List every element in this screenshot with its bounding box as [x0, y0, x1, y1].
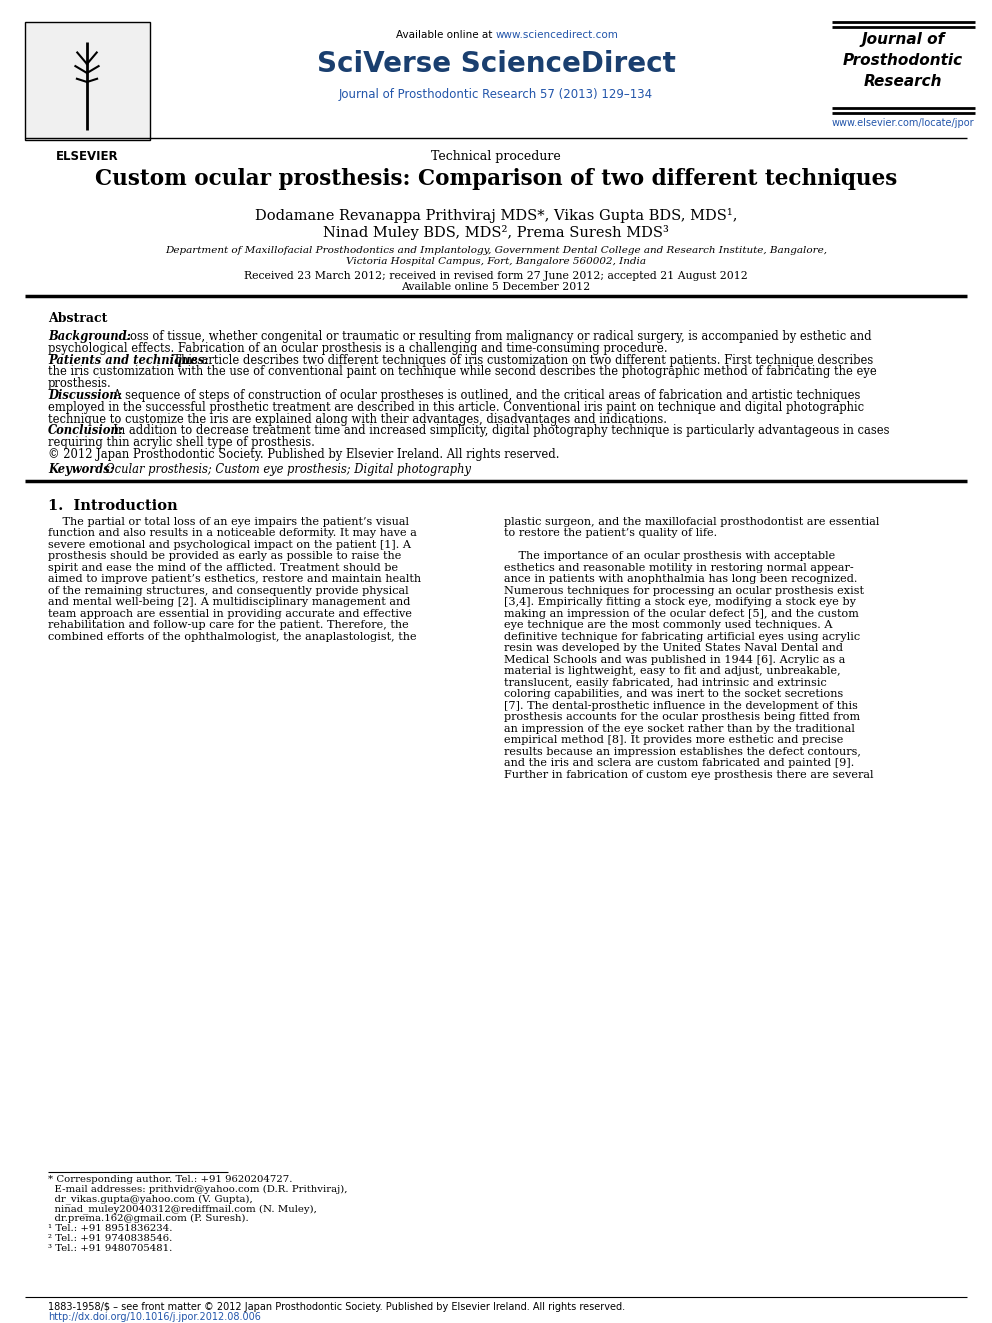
- Text: coloring capabilities, and was inert to the socket secretions: coloring capabilities, and was inert to …: [504, 689, 843, 699]
- Text: the iris customization with the use of conventional paint on technique while sec: the iris customization with the use of c…: [48, 365, 877, 378]
- Text: The importance of an ocular prosthesis with acceptable: The importance of an ocular prosthesis w…: [504, 552, 835, 561]
- Text: Ocular prosthesis; Custom eye prosthesis; Digital photography: Ocular prosthesis; Custom eye prosthesis…: [98, 463, 471, 476]
- Text: Background:: Background:: [48, 329, 131, 343]
- Text: Journal of
Prosthodontic
Research: Journal of Prosthodontic Research: [843, 32, 963, 89]
- Text: The partial or total loss of an eye impairs the patient’s visual: The partial or total loss of an eye impa…: [48, 516, 409, 527]
- Text: of the remaining structures, and consequently provide physical: of the remaining structures, and consequ…: [48, 586, 409, 595]
- Text: SciVerse ScienceDirect: SciVerse ScienceDirect: [316, 50, 676, 78]
- Text: Loss of tissue, whether congenital or traumatic or resulting from malignancy or : Loss of tissue, whether congenital or tr…: [115, 329, 872, 343]
- Text: [3,4]. Empirically fitting a stock eye, modifying a stock eye by: [3,4]. Empirically fitting a stock eye, …: [504, 597, 856, 607]
- Text: Patients and techniques:: Patients and techniques:: [48, 353, 208, 366]
- Text: This article describes two different techniques of iris customization on two dif: This article describes two different tec…: [166, 353, 873, 366]
- Text: ance in patients with anophthalmia has long been recognized.: ance in patients with anophthalmia has l…: [504, 574, 857, 583]
- Text: Technical procedure: Technical procedure: [432, 149, 560, 163]
- Text: team approach are essential in providing accurate and effective: team approach are essential in providing…: [48, 609, 412, 619]
- Text: resin was developed by the United States Naval Dental and: resin was developed by the United States…: [504, 643, 843, 654]
- Text: technique to customize the iris are explained along with their advantages, disad: technique to customize the iris are expl…: [48, 413, 667, 426]
- Text: eye technique are the most commonly used techniques. A: eye technique are the most commonly used…: [504, 620, 832, 630]
- Text: www.elsevier.com/locate/jpor: www.elsevier.com/locate/jpor: [831, 118, 974, 128]
- Text: A sequence of steps of construction of ocular prostheses is outlined, and the cr: A sequence of steps of construction of o…: [106, 389, 860, 402]
- Text: Available online 5 December 2012: Available online 5 December 2012: [402, 282, 590, 292]
- Text: E-mail addresses: prithvidr@yahoo.com (D.R. Prithviraj),: E-mail addresses: prithvidr@yahoo.com (D…: [48, 1185, 347, 1193]
- Text: Victoria Hospital Campus, Fort, Bangalore 560002, India: Victoria Hospital Campus, Fort, Bangalor…: [346, 257, 646, 266]
- Text: prosthesis should be provided as early as possible to raise the: prosthesis should be provided as early a…: [48, 552, 402, 561]
- Text: dr.prema.162@gmail.com (P. Suresh).: dr.prema.162@gmail.com (P. Suresh).: [48, 1215, 249, 1224]
- Text: spirit and ease the mind of the afflicted. Treatment should be: spirit and ease the mind of the afflicte…: [48, 562, 398, 573]
- Text: Journal of Prosthodontic Research 57 (2013) 129–134: Journal of Prosthodontic Research 57 (20…: [339, 89, 653, 101]
- Text: Discussion:: Discussion:: [48, 389, 122, 402]
- Text: www.sciencedirect.com: www.sciencedirect.com: [496, 30, 619, 40]
- Text: and mental well-being [2]. A multidisciplinary management and: and mental well-being [2]. A multidiscip…: [48, 597, 411, 607]
- Text: Received 23 March 2012; received in revised form 27 June 2012; accepted 21 Augus: Received 23 March 2012; received in revi…: [244, 271, 748, 280]
- Text: psychological effects. Fabrication of an ocular prosthesis is a challenging and : psychological effects. Fabrication of an…: [48, 341, 668, 355]
- Text: 1883-1958/$ – see front matter © 2012 Japan Prosthodontic Society. Published by : 1883-1958/$ – see front matter © 2012 Ja…: [48, 1302, 625, 1312]
- Text: ² Tel.: +91 9740838546.: ² Tel.: +91 9740838546.: [48, 1234, 173, 1242]
- Text: results because an impression establishes the defect contours,: results because an impression establishe…: [504, 746, 861, 757]
- Text: empirical method [8]. It provides more esthetic and precise: empirical method [8]. It provides more e…: [504, 736, 843, 745]
- Text: ³ Tel.: +91 9480705481.: ³ Tel.: +91 9480705481.: [48, 1244, 173, 1253]
- Text: In addition to decrease treatment time and increased simplicity, digital photogr: In addition to decrease treatment time a…: [106, 425, 890, 438]
- Text: [7]. The dental-prosthetic influence in the development of this: [7]. The dental-prosthetic influence in …: [504, 701, 858, 710]
- Text: ¹ Tel.: +91 8951836234.: ¹ Tel.: +91 8951836234.: [48, 1224, 173, 1233]
- Text: prosthesis.: prosthesis.: [48, 377, 112, 390]
- Text: combined efforts of the ophthalmologist, the anaplastologist, the: combined efforts of the ophthalmologist,…: [48, 631, 417, 642]
- Text: Further in fabrication of custom eye prosthesis there are several: Further in fabrication of custom eye pro…: [504, 770, 874, 779]
- Text: 1.  Introduction: 1. Introduction: [48, 499, 178, 512]
- Text: esthetics and reasonable motility in restoring normal appear-: esthetics and reasonable motility in res…: [504, 562, 854, 573]
- Bar: [25, 22, 150, 140]
- Text: * Corresponding author. Tel.: +91 9620204727.: * Corresponding author. Tel.: +91 962020…: [48, 1175, 293, 1184]
- Text: Custom ocular prosthesis: Comparison of two different techniques: Custom ocular prosthesis: Comparison of …: [95, 168, 897, 191]
- Text: and the iris and sclera are custom fabricated and painted [9].: and the iris and sclera are custom fabri…: [504, 758, 854, 769]
- Text: Available online at: Available online at: [397, 30, 496, 40]
- Text: Department of Maxillofacial Prosthodontics and Implantology, Government Dental C: Department of Maxillofacial Prosthodonti…: [165, 246, 827, 255]
- Text: rehabilitation and follow-up care for the patient. Therefore, the: rehabilitation and follow-up care for th…: [48, 620, 409, 630]
- Text: plastic surgeon, and the maxillofacial prosthodontist are essential: plastic surgeon, and the maxillofacial p…: [504, 516, 879, 527]
- Text: Conclusion:: Conclusion:: [48, 425, 124, 438]
- Text: dr_vikas.gupta@yahoo.com (V. Gupta),: dr_vikas.gupta@yahoo.com (V. Gupta),: [48, 1195, 253, 1204]
- Text: an impression of the eye socket rather than by the traditional: an impression of the eye socket rather t…: [504, 724, 855, 733]
- Text: translucent, easily fabricated, had intrinsic and extrinsic: translucent, easily fabricated, had intr…: [504, 677, 826, 688]
- Text: prosthesis accounts for the ocular prosthesis being fitted from: prosthesis accounts for the ocular prost…: [504, 712, 860, 722]
- Text: aimed to improve patient’s esthetics, restore and maintain health: aimed to improve patient’s esthetics, re…: [48, 574, 422, 583]
- Text: Ninad Muley BDS, MDS², Prema Suresh MDS³: Ninad Muley BDS, MDS², Prema Suresh MDS³: [323, 225, 669, 239]
- Text: making an impression of the ocular defect [5], and the custom: making an impression of the ocular defec…: [504, 609, 859, 619]
- Text: ninad_muley20040312@rediffmail.com (N. Muley),: ninad_muley20040312@rediffmail.com (N. M…: [48, 1204, 316, 1215]
- Text: to restore the patient’s quality of life.: to restore the patient’s quality of life…: [504, 528, 717, 538]
- Text: Numerous techniques for processing an ocular prosthesis exist: Numerous techniques for processing an oc…: [504, 586, 864, 595]
- Text: http://dx.doi.org/10.1016/j.jpor.2012.08.006: http://dx.doi.org/10.1016/j.jpor.2012.08…: [48, 1312, 261, 1322]
- Text: function and also results in a noticeable deformity. It may have a: function and also results in a noticeabl…: [48, 528, 417, 538]
- Text: requiring thin acrylic shell type of prosthesis.: requiring thin acrylic shell type of pro…: [48, 437, 314, 450]
- Text: material is lightweight, easy to fit and adjust, unbreakable,: material is lightweight, easy to fit and…: [504, 665, 840, 676]
- Text: employed in the successful prosthetic treatment are described in this article. C: employed in the successful prosthetic tr…: [48, 401, 864, 414]
- Text: ELSEVIER: ELSEVIER: [56, 149, 118, 163]
- Text: Dodamane Revanappa Prithviraj MDS*, Vikas Gupta BDS, MDS¹,: Dodamane Revanappa Prithviraj MDS*, Vika…: [255, 208, 737, 224]
- Text: severe emotional and psychological impact on the patient [1]. A: severe emotional and psychological impac…: [48, 540, 411, 549]
- Text: Abstract: Abstract: [48, 312, 107, 325]
- Text: Medical Schools and was published in 1944 [6]. Acrylic as a: Medical Schools and was published in 194…: [504, 655, 845, 664]
- Text: © 2012 Japan Prosthodontic Society. Published by Elsevier Ireland. All rights re: © 2012 Japan Prosthodontic Society. Publ…: [48, 448, 559, 460]
- Text: definitive technique for fabricating artificial eyes using acrylic: definitive technique for fabricating art…: [504, 631, 860, 642]
- Text: Keywords:: Keywords:: [48, 463, 114, 476]
